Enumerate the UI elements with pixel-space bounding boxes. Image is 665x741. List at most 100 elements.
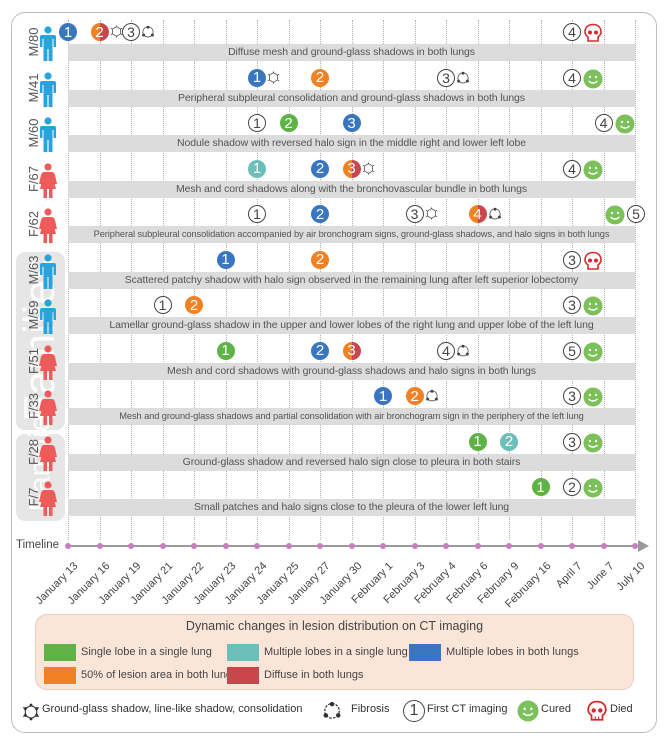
cured-smiley-icon (517, 700, 539, 722)
timeline-tick (632, 543, 638, 549)
timeline-tick (348, 543, 355, 549)
died-skull-icon (583, 23, 603, 43)
patient-description: Mesh and cord shadows with ground-glass … (167, 364, 536, 377)
ggo-legend-label: Ground-glass shadow, line-like shadow, c… (42, 703, 303, 715)
timeline-tick (506, 543, 512, 549)
ct-exam-marker: 1 (216, 341, 235, 360)
patient-description: Lamellar ground-glass shadow in the uppe… (109, 319, 594, 331)
ggo-icon (22, 703, 40, 721)
ct-exam-marker: 1 (248, 68, 266, 87)
patient-row-bar (68, 408, 635, 425)
ct-exam-marker: 2 (279, 114, 298, 132)
ct-exam-marker: 3 (405, 205, 424, 223)
ct-exam-marker: 1 (216, 250, 235, 269)
male-person-icon (39, 71, 57, 108)
timeline-tick (380, 543, 386, 549)
female-person-icon (39, 390, 57, 426)
legend-swatch (227, 644, 259, 661)
ct-exam-marker: 3 (437, 68, 455, 87)
ct-exam-marker: 3 (563, 432, 581, 451)
ct-exam-marker: 1 (531, 478, 550, 496)
died-skull-icon (587, 700, 607, 721)
ct-exam-marker: 2 (185, 296, 203, 314)
fibrosis-icon (456, 344, 472, 360)
patient-row-bar (68, 453, 635, 471)
patient-row-bar (68, 362, 635, 380)
legend-title: Dynamic changes in lesion distribution o… (185, 619, 484, 633)
first-ct-icon: 1 (403, 700, 425, 722)
timeline-tick (537, 543, 544, 549)
timeline-tick (128, 543, 134, 549)
timeline-tick (222, 543, 229, 549)
legend-swatch (44, 644, 76, 661)
cured-legend-label: Cured (541, 703, 571, 715)
ct-exam-marker: 2 (311, 205, 329, 223)
patient-row-bar (68, 89, 635, 107)
male-person-icon (39, 253, 57, 290)
patient-description: Small patches and halo signs close to th… (193, 501, 510, 513)
ct-exam-marker: 3 (563, 387, 581, 405)
cured-smiley-icon (583, 433, 603, 453)
ct-exam-marker: 1 (248, 205, 266, 223)
ct-exam-marker: 2 (563, 478, 581, 496)
ct-exam-marker: 3 (342, 159, 361, 178)
ggo-icon (267, 70, 283, 87)
male-person-icon (39, 299, 57, 335)
legend-label: 50% of lesion area in both lungs (81, 669, 238, 681)
timeline-tick (254, 543, 260, 549)
cured-smiley-icon (583, 342, 603, 362)
fibrosis-icon (323, 701, 341, 719)
patient-description: Nodule shadow with reversed halo sign in… (177, 137, 526, 149)
patient-row-bar (68, 44, 635, 61)
female-person-icon (39, 162, 57, 199)
timeline-tick (317, 543, 323, 549)
timeline-tick (159, 543, 166, 549)
legend-swatch (44, 667, 76, 684)
patient-description: Peripheral subpleural consolidation and … (178, 91, 525, 104)
timeline-tick (65, 543, 71, 549)
ct-exam-marker: 1 (248, 159, 266, 178)
cured-smiley-icon (605, 205, 625, 225)
patient-description: Mesh and cord shadows along with the bro… (175, 182, 528, 195)
ct-exam-marker: 4 (594, 114, 613, 132)
patient-row-bar (68, 180, 635, 198)
ct-exam-marker: 1 (59, 23, 77, 41)
died-legend-label: Died (610, 703, 633, 715)
ct-exam-marker: 2 (90, 23, 109, 41)
ct-exam-marker: 2 (311, 68, 329, 87)
ct-exam-marker: 2 (405, 387, 424, 405)
cured-smiley-icon (583, 387, 603, 407)
grid-line (635, 20, 636, 540)
ct-exam-marker: 1 (248, 114, 266, 132)
ct-exam-marker: 5 (627, 205, 645, 223)
timeline-tick (474, 543, 481, 549)
ct-exam-marker: 4 (563, 159, 581, 178)
fibrosis-icon (425, 389, 441, 405)
legend-swatch (227, 667, 259, 684)
ggo-icon (110, 25, 126, 41)
timeline-arrow-icon (638, 540, 649, 552)
patient-row-bar (68, 499, 635, 516)
ct-exam-marker: 3 (342, 341, 361, 360)
cured-smiley-icon (583, 69, 603, 89)
cured-smiley-icon (583, 160, 603, 180)
timeline-tick (285, 543, 292, 549)
timeline-tick (600, 543, 607, 549)
male-person-icon (39, 26, 57, 62)
fibrosis-icon (488, 207, 504, 223)
timeline-tick (569, 543, 575, 549)
ct-exam-marker: 3 (342, 114, 361, 132)
ct-exam-marker: 1 (374, 387, 392, 405)
female-person-icon (39, 208, 57, 244)
timeline-tick (96, 543, 103, 549)
cured-smiley-icon (583, 296, 603, 316)
timeline-tick (411, 543, 418, 549)
legend-label: Diffuse in both lungs (264, 669, 364, 681)
female-person-icon (39, 435, 57, 472)
ct-exam-marker: 1 (153, 296, 172, 314)
ggo-icon (425, 207, 441, 223)
ct-exam-marker: 1 (468, 432, 487, 451)
legend-label: Multiple lobes in a single lung (264, 646, 408, 658)
timeline-tick (443, 543, 449, 549)
patient-row-bar (68, 226, 635, 243)
